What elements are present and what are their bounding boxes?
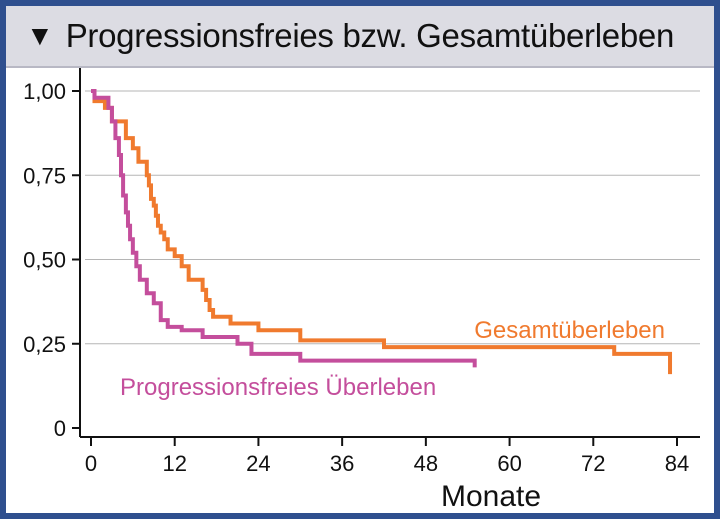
y-tick-label: 0,75 — [23, 163, 66, 188]
y-tick-label: 0,50 — [23, 248, 66, 273]
y-tick-label: 0 — [54, 416, 66, 441]
x-tick-label: 48 — [414, 451, 438, 476]
series-label-progressionsfreies-ueberleben: Progressionsfreies Überleben — [120, 374, 436, 401]
x-axis-label: Monate — [441, 480, 541, 513]
x-tick-label: 0 — [85, 451, 97, 476]
section-header[interactable]: ▼ Progressionsfreies bzw. Gesamtüberlebe… — [6, 6, 714, 68]
x-tick-label: 12 — [162, 451, 186, 476]
collapse-triangle-icon[interactable]: ▼ — [26, 20, 54, 51]
x-tick-label: 72 — [581, 451, 605, 476]
series-line-progressionsfreies-ueberleben — [91, 89, 477, 368]
section-title: Progressionsfreies bzw. Gesamtüberleben — [65, 17, 675, 54]
series-line-gesamtueberleben — [91, 89, 673, 375]
x-tick-label: 84 — [665, 451, 689, 476]
y-tick-label: 1,00 — [23, 79, 66, 104]
series-label-gesamtueberleben: Gesamtüberleben — [474, 317, 665, 344]
x-tick-label: 36 — [330, 451, 354, 476]
x-tick-label: 60 — [497, 451, 521, 476]
y-tick-label: 0,25 — [23, 332, 66, 357]
x-tick-label: 24 — [246, 451, 270, 476]
